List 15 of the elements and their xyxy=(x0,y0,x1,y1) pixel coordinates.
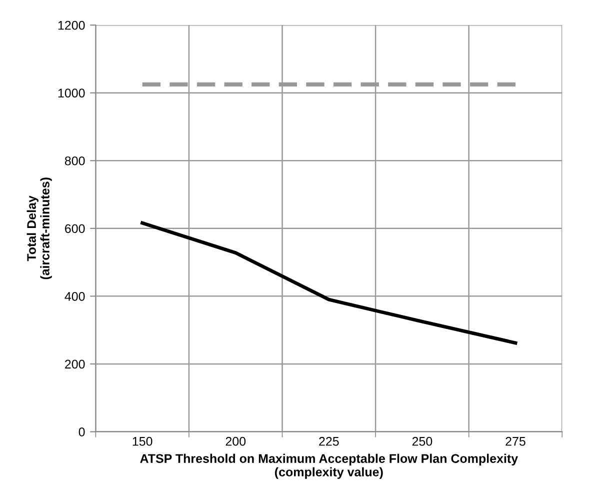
y-tick-label: 200 xyxy=(65,360,85,369)
y-axis-title: Total Delay (aircraft-minutes) xyxy=(26,178,52,280)
x-tick-label: 225 xyxy=(319,436,339,446)
y-tick-label: 600 xyxy=(65,224,85,234)
line-series xyxy=(140,221,518,345)
y-tick-label: 400 xyxy=(64,292,85,301)
x-axis-title: ATSP Threshold on Maximum Acceptable Flow Plan Complexity (complexity value) xyxy=(140,454,518,479)
y-tick-label: 1200 xyxy=(58,20,85,30)
x-tick-label: 250 xyxy=(412,436,432,446)
y-tick-label: 1000 xyxy=(58,88,85,98)
x-tick-label: 275 xyxy=(506,436,526,446)
x-tick-label: 200 xyxy=(226,436,246,446)
y-tick-label: 0 xyxy=(78,428,85,436)
x-tick-label: 150 xyxy=(132,436,152,446)
y-tick-label: 800 xyxy=(64,156,85,166)
